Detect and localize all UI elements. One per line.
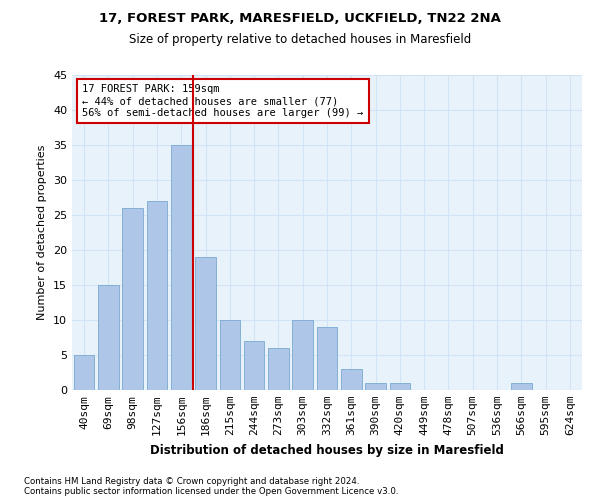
- Bar: [146, 201, 167, 390]
- Text: Size of property relative to detached houses in Maresfield: Size of property relative to detached ho…: [129, 32, 471, 46]
- Bar: [268, 348, 289, 390]
- Bar: [220, 320, 240, 390]
- Bar: [341, 369, 362, 390]
- Bar: [195, 257, 216, 390]
- Text: 17 FOREST PARK: 159sqm
← 44% of detached houses are smaller (77)
56% of semi-det: 17 FOREST PARK: 159sqm ← 44% of detached…: [82, 84, 364, 117]
- Y-axis label: Number of detached properties: Number of detached properties: [37, 145, 47, 320]
- Bar: [317, 327, 337, 390]
- Bar: [171, 145, 191, 390]
- Bar: [244, 341, 265, 390]
- Bar: [74, 355, 94, 390]
- Bar: [292, 320, 313, 390]
- Text: 17, FOREST PARK, MARESFIELD, UCKFIELD, TN22 2NA: 17, FOREST PARK, MARESFIELD, UCKFIELD, T…: [99, 12, 501, 26]
- X-axis label: Distribution of detached houses by size in Maresfield: Distribution of detached houses by size …: [150, 444, 504, 456]
- Bar: [122, 208, 143, 390]
- Bar: [98, 285, 119, 390]
- Bar: [511, 383, 532, 390]
- Bar: [389, 383, 410, 390]
- Bar: [365, 383, 386, 390]
- Text: Contains HM Land Registry data © Crown copyright and database right 2024.: Contains HM Land Registry data © Crown c…: [24, 477, 359, 486]
- Text: Contains public sector information licensed under the Open Government Licence v3: Contains public sector information licen…: [24, 487, 398, 496]
